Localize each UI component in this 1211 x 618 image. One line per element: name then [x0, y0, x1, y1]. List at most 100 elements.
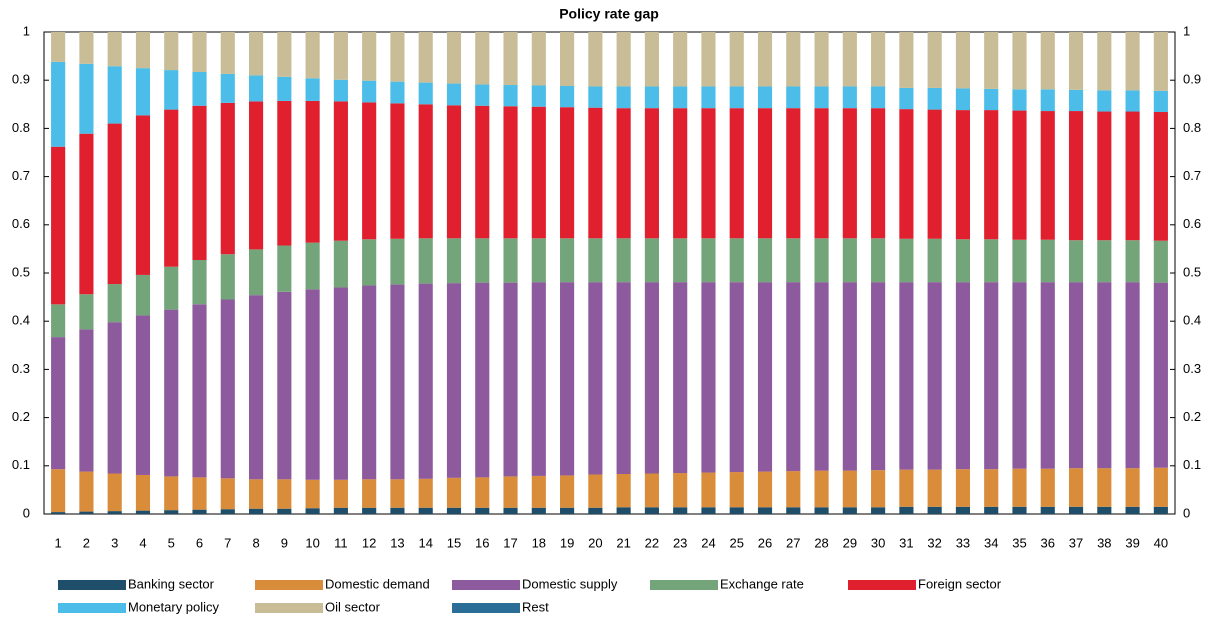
bar-segment [1012, 468, 1027, 507]
bar-segment [701, 472, 716, 508]
bar-segment [446, 105, 462, 239]
x-tick-label: 19 [560, 535, 574, 550]
bar-segment [757, 32, 773, 87]
bar-segment [79, 133, 94, 295]
bar-segment [842, 507, 857, 514]
bar-segment [588, 238, 603, 283]
bar-segment [192, 105, 207, 260]
bar-segment [814, 32, 829, 87]
x-tick-label: 25 [730, 535, 744, 550]
bar-segment [164, 109, 179, 267]
bar-segment [814, 507, 829, 514]
bar-segment [984, 282, 999, 470]
x-tick-label: 11 [334, 535, 348, 550]
x-tick-label: 31 [899, 535, 913, 550]
bar-segment [786, 471, 801, 508]
bar-segment [786, 32, 801, 87]
bar-segment [899, 282, 914, 470]
bar-segment [1068, 240, 1084, 283]
y2-tick-label: 0.7 [1183, 168, 1201, 183]
bar-segment [164, 309, 179, 477]
y2-tick-label: 0.1 [1183, 457, 1201, 472]
bar-segment [673, 473, 688, 508]
bar-segment [277, 100, 292, 246]
bar-segment [390, 238, 405, 285]
bar-segment [51, 469, 66, 513]
bar-segment [984, 239, 999, 283]
bar-segment [673, 282, 688, 474]
x-tick-label: 10 [305, 535, 319, 550]
bar-segment [644, 473, 659, 508]
bar-segment [757, 86, 773, 109]
bar-segment [192, 72, 207, 106]
bar-segment [729, 282, 744, 473]
y-tick-label: 0.6 [12, 216, 30, 231]
bar-segment [305, 508, 320, 514]
bar-segment [955, 32, 971, 89]
bar-segment [220, 32, 235, 74]
bar-segment [446, 477, 462, 508]
x-tick-label: 33 [956, 535, 970, 550]
legend-label: Exchange rate [720, 576, 804, 591]
bar-segment [503, 85, 518, 107]
legend-swatch [58, 603, 126, 613]
bar-segment [701, 108, 716, 239]
legend-swatch [650, 580, 718, 590]
x-tick-label: 26 [758, 535, 772, 550]
bar-segment [560, 32, 575, 86]
bar-segment [560, 85, 575, 108]
bar-segment [1153, 282, 1168, 468]
bar-segment [588, 282, 603, 475]
bar-segment [1097, 32, 1112, 91]
bar-segment [955, 469, 971, 507]
y2-tick-label: 0 [1183, 505, 1190, 520]
x-tick-label: 9 [281, 535, 288, 550]
legend-label: Domestic supply [522, 576, 618, 591]
bar-segment [333, 240, 348, 288]
bar-segment [560, 282, 575, 476]
bar-segment [135, 115, 151, 275]
legend-swatch [255, 580, 323, 590]
bar-segment [673, 507, 688, 514]
bar-segment [871, 86, 886, 109]
bar-segment [644, 86, 659, 109]
bar-segment [390, 81, 405, 104]
bar-segment [1012, 110, 1027, 240]
bar-segment [1097, 468, 1112, 507]
x-tick-label: 39 [1125, 535, 1139, 550]
bar-segment [729, 32, 744, 87]
x-tick-label: 13 [390, 535, 404, 550]
bar-segment [390, 284, 405, 480]
bar-segment [1040, 32, 1055, 90]
x-tick-label: 22 [645, 535, 659, 550]
bar-segment [729, 472, 744, 508]
bar-segment [220, 102, 235, 255]
bar-segment [1068, 468, 1084, 507]
bar-segment [729, 108, 744, 239]
bar-segment [1125, 240, 1140, 283]
bar-segment [644, 238, 659, 283]
bar-segment [1040, 89, 1055, 112]
bar-segment [446, 32, 462, 84]
bar-segment [616, 32, 631, 87]
y-tick-label: 0.8 [12, 120, 30, 135]
bar-segment [842, 108, 857, 239]
bar-segment [220, 73, 235, 103]
y-tick-label: 0 [23, 505, 30, 520]
y2-tick-label: 0.4 [1183, 313, 1201, 328]
bar-segment [786, 108, 801, 239]
plot-frame [43, 31, 1176, 515]
bar-segment [560, 238, 575, 283]
bar-segment [305, 289, 320, 480]
bar-segment [446, 507, 462, 514]
bar-segment [192, 477, 207, 510]
x-tick-label: 29 [843, 535, 857, 550]
bar-segment [1097, 240, 1112, 283]
bar-segment [1012, 506, 1027, 514]
bar-segment [588, 507, 603, 514]
bar-segment [560, 507, 575, 514]
bar-segment [1012, 282, 1027, 469]
bar-segment [842, 238, 857, 283]
bar-segment [1040, 239, 1055, 283]
